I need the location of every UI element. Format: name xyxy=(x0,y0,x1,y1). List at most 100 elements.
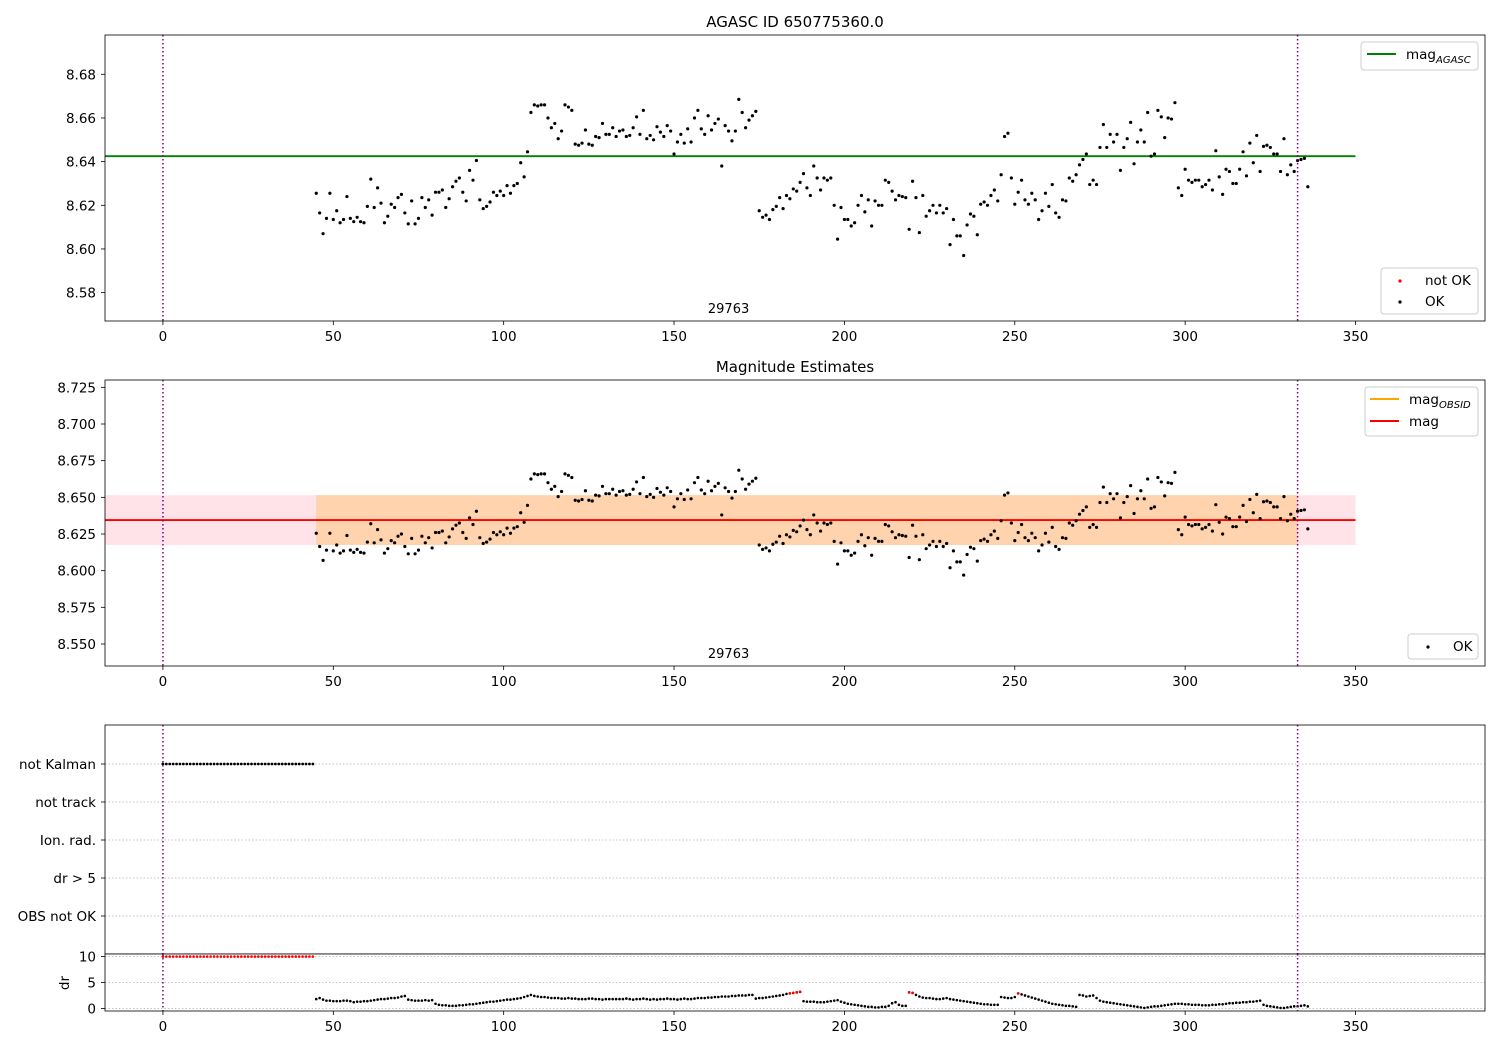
dr-not-ok-point xyxy=(280,955,284,958)
data-point xyxy=(1054,211,1058,215)
data-point xyxy=(1044,1000,1047,1003)
data-point xyxy=(877,1006,880,1009)
plot-area xyxy=(105,380,1485,666)
x-tick-label: 250 xyxy=(1002,674,1028,690)
x-tick-label: 250 xyxy=(1002,1019,1028,1035)
data-point xyxy=(481,1001,485,1005)
data-point xyxy=(444,205,448,210)
data-point xyxy=(679,492,683,496)
data-point xyxy=(341,217,346,222)
data-point xyxy=(512,526,516,530)
data-point xyxy=(1193,178,1197,182)
data-point xyxy=(1268,500,1272,505)
data-point xyxy=(880,203,884,207)
data-point xyxy=(532,103,536,107)
data-point xyxy=(1064,1004,1068,1008)
legend-swatch-ok xyxy=(1398,300,1402,304)
data-point xyxy=(379,538,383,542)
data-point xyxy=(498,530,502,534)
flag-point xyxy=(253,762,257,766)
data-point xyxy=(386,997,390,1000)
data-point xyxy=(427,999,431,1002)
data-point xyxy=(614,134,618,139)
data-point xyxy=(1214,1003,1218,1007)
data-point xyxy=(809,1000,812,1003)
data-point xyxy=(590,997,594,1000)
data-point xyxy=(502,193,506,198)
data-point xyxy=(703,996,707,1000)
dr-not-ok-points xyxy=(161,955,315,958)
flag-point xyxy=(280,762,284,766)
data-point xyxy=(532,472,536,476)
data-point xyxy=(931,539,935,543)
dr-not-ok-point xyxy=(185,955,189,958)
data-point xyxy=(509,998,512,1001)
data-point xyxy=(617,129,622,133)
flag-row-label: dr > 5 xyxy=(53,871,96,887)
data-point xyxy=(318,996,321,1000)
data-point xyxy=(1217,175,1221,179)
data-point xyxy=(352,1000,356,1004)
data-point xyxy=(628,997,632,1001)
data-point xyxy=(526,994,529,998)
data-point xyxy=(1251,161,1255,165)
data-point xyxy=(396,196,400,200)
data-point xyxy=(648,133,652,138)
flag-point xyxy=(287,762,291,766)
data-point xyxy=(1289,512,1293,516)
data-point xyxy=(829,521,833,525)
data-point xyxy=(665,486,669,490)
data-point xyxy=(1101,122,1105,127)
data-point xyxy=(556,996,560,1000)
data-point xyxy=(382,551,387,555)
data-point xyxy=(1177,1002,1180,1006)
data-point xyxy=(1286,1006,1289,1009)
data-point xyxy=(492,1000,495,1003)
data-point xyxy=(1227,169,1232,174)
y-tick-label: 8.64 xyxy=(66,155,96,171)
data-point xyxy=(832,539,836,543)
dr-not-ok-point xyxy=(178,955,182,958)
data-point xyxy=(1210,529,1215,533)
data-point xyxy=(870,1005,873,1009)
data-point xyxy=(423,205,427,210)
data-point xyxy=(754,109,758,114)
data-point xyxy=(1108,1001,1112,1005)
data-point xyxy=(781,541,785,546)
data-point xyxy=(355,215,359,219)
data-point xyxy=(1016,190,1020,194)
data-point xyxy=(1190,524,1194,528)
data-point xyxy=(1085,995,1088,998)
data-point xyxy=(1163,1004,1167,1007)
y-tick-label: 8.675 xyxy=(57,454,96,470)
data-point xyxy=(1129,120,1133,124)
data-point xyxy=(498,189,502,193)
data-point xyxy=(577,143,581,147)
flag-point xyxy=(260,762,264,766)
data-point xyxy=(1095,996,1098,1000)
data-point xyxy=(839,1000,843,1003)
legend-subscript: AGASC xyxy=(1435,55,1471,66)
data-point xyxy=(570,108,574,112)
data-point xyxy=(556,137,560,141)
data-point xyxy=(1135,140,1140,144)
data-point xyxy=(389,996,393,1000)
data-point xyxy=(928,996,931,1000)
data-point xyxy=(1255,133,1259,138)
data-point xyxy=(965,552,969,557)
data-point xyxy=(474,158,479,163)
data-point xyxy=(1043,191,1048,195)
legend-label-ok: OK xyxy=(1425,294,1446,310)
data-point xyxy=(553,484,557,488)
data-point xyxy=(519,511,523,515)
data-point xyxy=(945,996,948,1000)
data-point xyxy=(665,124,669,128)
data-point xyxy=(1248,1000,1252,1003)
data-point xyxy=(611,487,615,491)
data-point xyxy=(1299,157,1303,162)
data-point xyxy=(400,995,403,998)
data-point xyxy=(1265,499,1269,503)
data-point xyxy=(440,529,444,533)
data-point xyxy=(648,492,652,496)
data-point xyxy=(856,203,860,207)
